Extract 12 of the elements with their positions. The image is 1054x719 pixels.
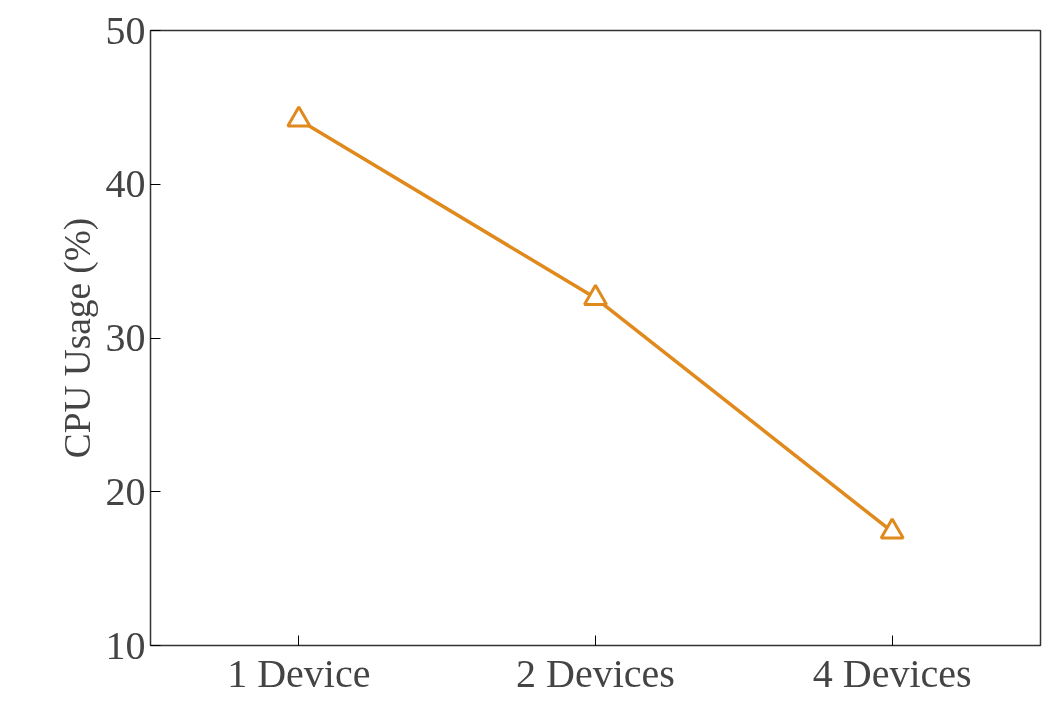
y-tick-label: 30 — [105, 315, 146, 360]
point — [583, 283, 608, 306]
y-tick-label: 10 — [105, 622, 146, 668]
point — [879, 517, 905, 540]
y-tick-label: 40 — [105, 161, 146, 207]
y-axis-title: CPU Usage (%) — [56, 217, 99, 459]
x-tick-label: 1 Device — [227, 650, 371, 696]
y-tick-label: 20 — [105, 468, 146, 514]
point — [286, 105, 312, 128]
x-tick-label: 2 Devices — [516, 650, 675, 696]
y-tick-label: 50 — [105, 7, 146, 53]
x-tick-label: 4 Devices — [812, 650, 972, 696]
